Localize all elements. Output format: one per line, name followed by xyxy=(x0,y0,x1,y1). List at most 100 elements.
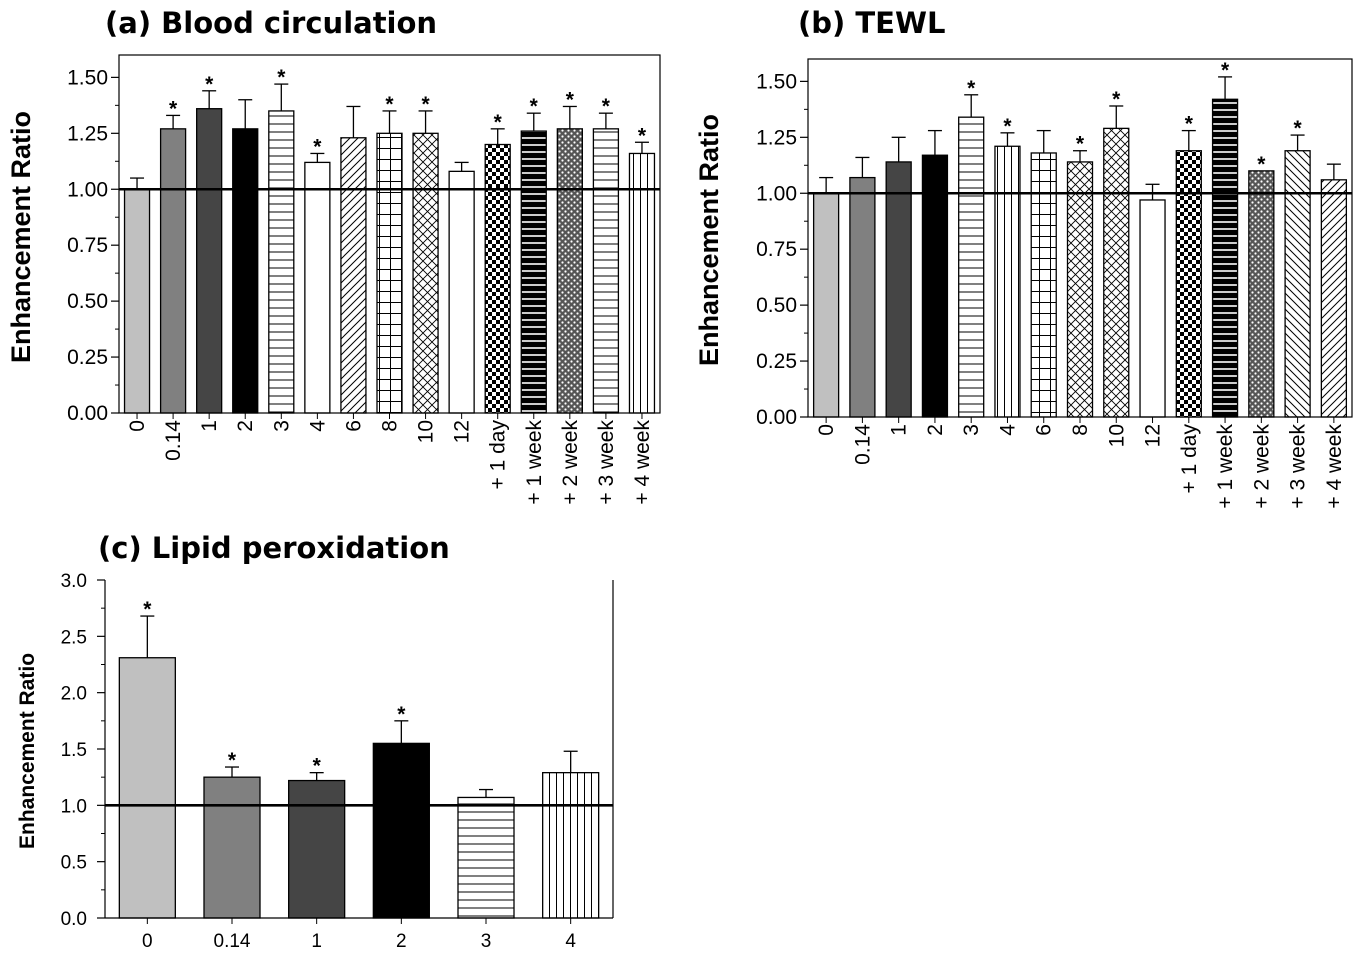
significance-mark: * xyxy=(530,95,539,118)
plot-frame xyxy=(118,54,661,414)
significance-mark: * xyxy=(1294,117,1303,140)
y-tick-label: 1.50 xyxy=(756,70,797,93)
y-tick-label: 0.50 xyxy=(67,290,108,313)
significance-mark: * xyxy=(397,703,406,726)
bar xyxy=(232,128,259,414)
x-tick-label: + 3 week xyxy=(595,420,618,505)
bar xyxy=(1320,179,1348,418)
x-tick-label: 6 xyxy=(1033,424,1056,436)
bar xyxy=(812,192,840,418)
bar xyxy=(203,776,261,919)
bar xyxy=(372,742,430,919)
bar xyxy=(159,128,187,414)
bar xyxy=(304,161,331,414)
y-tick-label: 1.00 xyxy=(67,178,108,201)
x-tick-label: 0.14 xyxy=(214,931,251,952)
panel-lipid-peroxidation: (c) Lipid peroxidation Enhancement Ratio *… xyxy=(16,531,614,952)
bar xyxy=(1139,199,1166,418)
significance-mark: * xyxy=(494,111,503,134)
x-tick-label: 0.14 xyxy=(851,424,874,465)
x-tick-label: 6 xyxy=(342,420,365,432)
bar xyxy=(376,132,403,414)
significance-mark: * xyxy=(1257,153,1266,176)
significance-mark: * xyxy=(1112,88,1121,111)
chart-title: (c) Lipid peroxidation xyxy=(98,531,450,565)
y-axis-label: Enhancement Ratio xyxy=(16,653,39,849)
x-tick-label: 1 xyxy=(888,424,911,436)
bar xyxy=(1284,150,1311,418)
significance-mark: * xyxy=(313,135,322,158)
bar xyxy=(958,116,985,418)
bar xyxy=(484,143,511,414)
bar xyxy=(196,108,223,414)
panel-blood-circulation: (a) Blood circulation Enhancement Ratio 0 *… xyxy=(6,6,661,505)
significance-mark: * xyxy=(169,97,178,120)
x-tick-label: 1 xyxy=(311,931,322,952)
y-tick-label: 0.00 xyxy=(67,402,108,425)
significance-mark: * xyxy=(1221,59,1230,82)
x-tick-label: + 2 week xyxy=(1250,424,1273,509)
bar xyxy=(520,130,547,414)
x-tick-label: 10 xyxy=(1105,424,1128,447)
bar xyxy=(1030,152,1057,418)
bar xyxy=(288,779,346,919)
y-tick-label: 1.00 xyxy=(756,182,797,205)
x-tick-label: 0.14 xyxy=(162,420,185,461)
y-tick-label: 1.0 xyxy=(61,796,87,817)
x-tick-label: 2 xyxy=(234,420,257,432)
y-tick-label: 0.75 xyxy=(67,234,108,257)
bar xyxy=(885,161,912,418)
x-tick-label: 12 xyxy=(1142,424,1165,447)
x-tick-label: 10 xyxy=(415,420,438,443)
x-tick-label: 4 xyxy=(996,424,1019,436)
x-tick-label: + 1 week xyxy=(1214,424,1237,509)
y-tick-label: 0.75 xyxy=(756,238,797,261)
x-tick-label: 2 xyxy=(924,424,947,436)
bar xyxy=(118,657,176,919)
y-tick-label: 1.25 xyxy=(756,126,797,149)
significance-mark: * xyxy=(638,124,647,147)
y-tick-label: 0.0 xyxy=(61,909,87,930)
bar xyxy=(1103,127,1130,418)
bar xyxy=(1175,150,1202,418)
significance-mark: * xyxy=(143,598,152,621)
bar xyxy=(340,137,367,414)
bar xyxy=(849,176,876,418)
significance-mark: * xyxy=(385,93,394,116)
bar xyxy=(268,110,295,414)
chart-title: (b) TEWL xyxy=(798,6,945,40)
significance-mark: * xyxy=(1076,133,1085,156)
y-tick-label: 2.0 xyxy=(61,684,87,705)
bar xyxy=(542,772,600,919)
x-tick-label: 3 xyxy=(270,420,293,432)
x-tick-label: 3 xyxy=(481,931,492,952)
y-tick-label: 1.5 xyxy=(61,740,87,761)
x-tick-label: + 3 week xyxy=(1287,424,1310,509)
significance-mark: * xyxy=(205,73,214,96)
significance-mark: * xyxy=(1185,113,1194,136)
bar xyxy=(1248,170,1275,418)
y-tick-label: 1.25 xyxy=(67,122,108,145)
y-tick-label: 2.5 xyxy=(61,627,87,648)
bar xyxy=(592,128,620,414)
x-tick-label: + 1 day xyxy=(487,420,510,490)
y-tick-label: 0.50 xyxy=(756,294,797,317)
significance-mark: * xyxy=(421,93,430,116)
y-axis-label: Enhancement Ratio xyxy=(6,111,36,363)
bar xyxy=(921,154,949,418)
x-tick-label: + 1 day xyxy=(1178,424,1201,494)
x-tick-label: 8 xyxy=(379,420,402,432)
y-tick-label: 3.0 xyxy=(61,571,87,592)
bar xyxy=(1211,98,1239,418)
x-tick-label: 2 xyxy=(396,931,407,952)
y-tick-label: 1.50 xyxy=(67,66,108,89)
y-tick-label: 0.00 xyxy=(756,406,797,429)
x-tick-label: 12 xyxy=(451,420,474,443)
x-tick-label: 0 xyxy=(815,424,838,436)
bar xyxy=(556,128,583,414)
significance-mark: * xyxy=(602,95,611,118)
y-tick-label: 0.5 xyxy=(61,853,87,874)
y-tick-label: 0.25 xyxy=(67,346,108,369)
